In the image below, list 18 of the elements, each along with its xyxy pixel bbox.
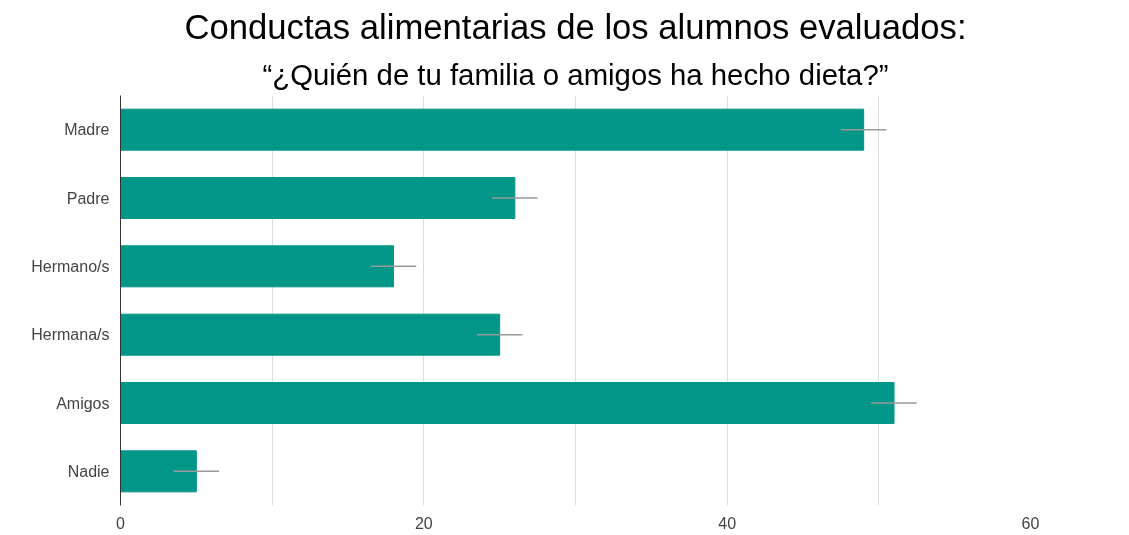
x-tick-label: 20	[414, 514, 433, 532]
bar	[120, 450, 197, 493]
bar	[120, 108, 865, 151]
x-tick-label: 60	[1021, 514, 1040, 532]
y-tick-label: Madre	[64, 121, 110, 139]
y-tick-label: Hermano/s	[31, 257, 110, 275]
y-tick-label: Amigos	[56, 394, 110, 412]
x-tick-label: 40	[718, 514, 737, 532]
y-tick-label: Padre	[66, 189, 110, 207]
chart-subtitle: “¿Quién de tu familia o amigos ha hecho dieta?”	[262, 57, 889, 91]
bar	[120, 382, 895, 424]
y-tick-label: Hermana/s	[31, 326, 110, 344]
x-tick-label: 0	[116, 514, 126, 532]
bar	[120, 177, 516, 219]
y-tick-label: Nadie	[67, 462, 110, 480]
bar	[120, 313, 501, 356]
bar	[120, 245, 394, 288]
chart-title: Conductas alimentarias de los alumnos evaluados:	[184, 7, 967, 46]
